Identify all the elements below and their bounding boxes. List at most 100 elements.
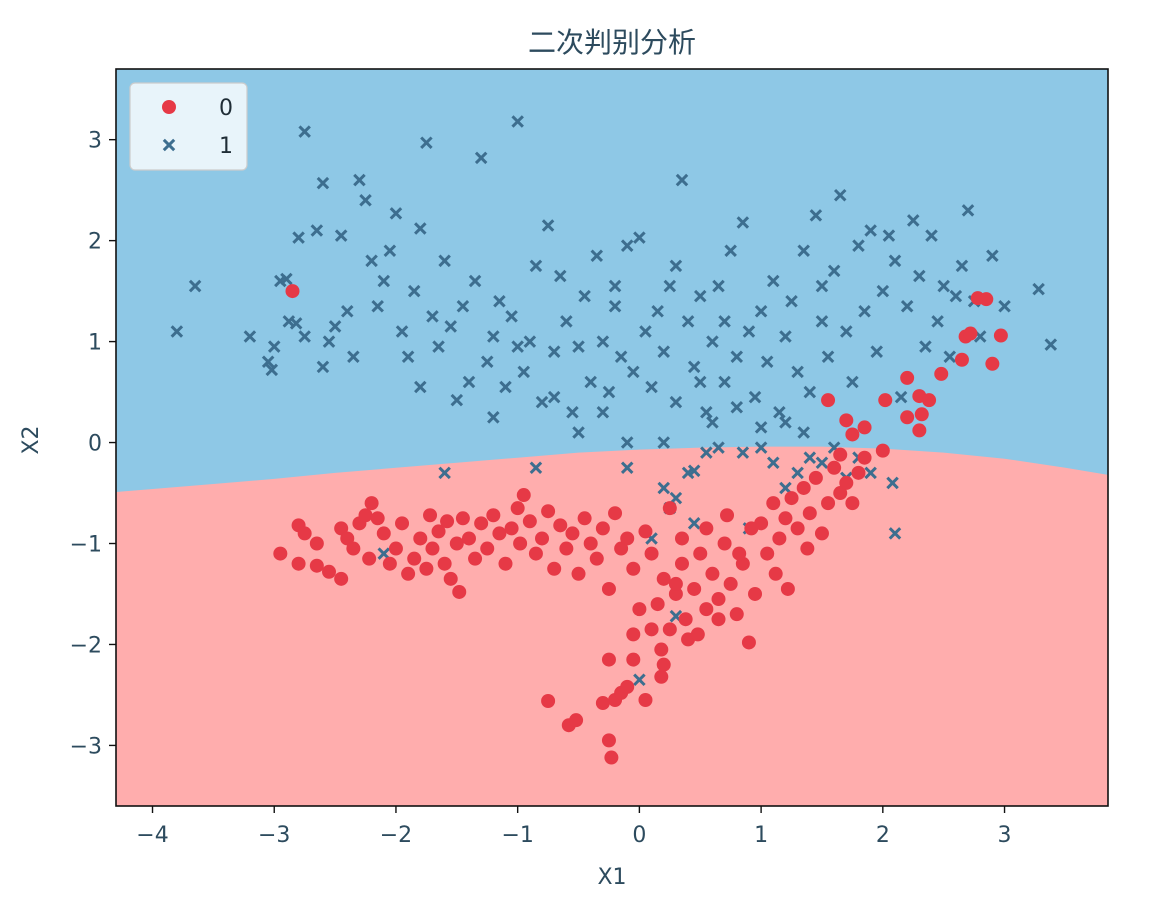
point-series-0 xyxy=(644,622,659,637)
point-series-1 xyxy=(310,224,324,237)
point-series-1 xyxy=(341,305,354,318)
point-series-1 xyxy=(730,350,744,363)
point-series-1 xyxy=(754,305,768,318)
point-series-1 xyxy=(401,350,415,363)
point-series-1 xyxy=(1044,338,1058,351)
point-series-1 xyxy=(687,360,701,374)
point-series-0 xyxy=(748,586,763,601)
point-series-1 xyxy=(651,305,664,318)
point-series-1 xyxy=(499,380,512,394)
point-series-0 xyxy=(732,546,747,561)
point-series-1 xyxy=(608,299,622,313)
point-series-1 xyxy=(913,269,926,283)
point-series-1 xyxy=(779,330,792,343)
point-series-1 xyxy=(188,279,202,293)
point-series-1 xyxy=(998,299,1011,313)
point-series-1 xyxy=(371,299,384,313)
point-series-0 xyxy=(608,506,623,521)
point-series-0 xyxy=(772,531,787,546)
point-series-0 xyxy=(922,393,937,408)
point-series-0 xyxy=(358,508,373,523)
point-series-1 xyxy=(377,547,391,560)
point-series-1 xyxy=(407,284,421,298)
point-series-0 xyxy=(364,496,379,511)
point-series-0 xyxy=(638,692,653,707)
point-series-1 xyxy=(712,279,725,293)
point-series-1 xyxy=(888,254,902,268)
point-series-1 xyxy=(657,345,670,358)
point-series-0 xyxy=(510,501,525,516)
point-series-0 xyxy=(654,642,669,657)
point-series-0 xyxy=(443,571,458,586)
point-series-1 xyxy=(578,289,591,303)
point-series-0 xyxy=(699,602,714,617)
point-series-0 xyxy=(569,713,584,728)
point-series-1 xyxy=(779,416,792,429)
y-tick-label: −3 xyxy=(70,734,102,759)
chart-title: 二次判别分析 xyxy=(528,26,696,59)
point-series-1 xyxy=(468,274,482,288)
point-series-1 xyxy=(669,395,683,409)
point-series-0 xyxy=(705,566,720,581)
point-series-1 xyxy=(706,335,719,348)
point-series-0 xyxy=(741,635,756,650)
point-series-1 xyxy=(955,259,969,273)
point-series-1 xyxy=(620,239,634,252)
point-series-1 xyxy=(620,461,634,475)
point-series-0 xyxy=(513,536,528,551)
point-series-0 xyxy=(370,511,385,526)
point-series-1 xyxy=(596,335,610,348)
point-series-1 xyxy=(426,310,439,323)
point-series-0 xyxy=(577,511,592,526)
x-tick-label: 3 xyxy=(998,823,1012,848)
point-series-0 xyxy=(601,733,616,748)
point-series-0 xyxy=(632,602,647,617)
point-series-1 xyxy=(1032,282,1045,296)
point-series-0 xyxy=(802,506,817,521)
x-tick-label: 1 xyxy=(754,823,768,848)
point-series-0 xyxy=(796,480,811,495)
point-series-0 xyxy=(744,521,759,536)
point-series-0 xyxy=(851,465,866,480)
point-series-1 xyxy=(779,481,792,495)
point-series-0 xyxy=(437,556,452,571)
point-series-1 xyxy=(243,330,257,343)
point-series-0 xyxy=(720,508,735,523)
point-series-0 xyxy=(334,571,349,586)
point-series-0 xyxy=(717,536,732,551)
point-series-1 xyxy=(663,279,677,293)
point-series-0 xyxy=(808,470,823,485)
point-series-0 xyxy=(900,410,915,425)
point-series-1 xyxy=(791,365,804,379)
point-series-1 xyxy=(596,405,610,419)
point-series-0 xyxy=(309,558,324,573)
point-series-1 xyxy=(815,456,829,470)
point-series-0 xyxy=(504,521,519,536)
point-series-1 xyxy=(511,115,524,128)
point-series-1 xyxy=(657,481,670,495)
point-series-0 xyxy=(693,546,708,561)
point-series-1 xyxy=(669,259,683,273)
point-series-0 xyxy=(979,292,994,307)
point-series-1 xyxy=(633,231,646,244)
point-series-1 xyxy=(882,229,896,242)
point-series-1 xyxy=(389,207,403,220)
point-series-1 xyxy=(767,274,780,288)
point-series-0 xyxy=(638,524,653,539)
point-series-1 xyxy=(620,436,634,449)
point-series-0 xyxy=(423,508,438,523)
point-series-0 xyxy=(656,657,671,672)
point-series-0 xyxy=(401,566,416,581)
point-series-1 xyxy=(456,299,470,313)
point-series-1 xyxy=(493,294,506,308)
point-series-0 xyxy=(662,622,677,637)
point-series-0 xyxy=(729,607,744,622)
point-series-0 xyxy=(821,496,836,511)
point-series-0 xyxy=(395,516,410,531)
point-series-1 xyxy=(681,315,695,328)
point-series-1 xyxy=(608,279,622,293)
point-series-0 xyxy=(273,546,288,561)
x-tick-label: −2 xyxy=(380,823,412,848)
point-series-1 xyxy=(815,279,829,293)
point-series-0 xyxy=(875,443,890,458)
